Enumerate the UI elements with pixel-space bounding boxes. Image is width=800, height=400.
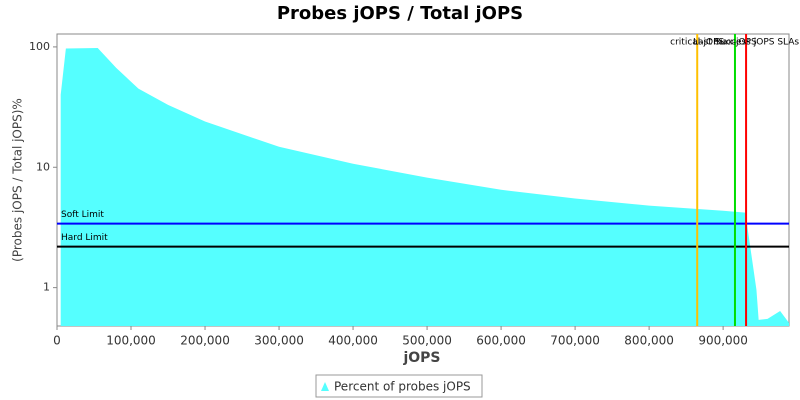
- x-tick-label: 300,000: [254, 334, 304, 348]
- x-tick-label: 900,000: [698, 334, 748, 348]
- marker-label: max-jOPS: [713, 38, 757, 48]
- limit-label: Soft Limit: [61, 210, 104, 220]
- legend-box: [315, 374, 483, 398]
- legend-label: Percent of probes jOPS: [334, 380, 471, 394]
- x-tick-label: 200,000: [180, 334, 230, 348]
- marker-label: critical-jOPS: [670, 38, 724, 48]
- x-tick-label: 400,000: [328, 334, 378, 348]
- area: [60, 47, 790, 326]
- chart-title: Probes jOPS / Total jOPS: [277, 3, 523, 24]
- legend-symbol: [321, 382, 329, 391]
- x-tick-label: 500,000: [402, 334, 452, 348]
- y-tick-label: 10: [36, 160, 50, 173]
- y-tick-label: 100: [29, 40, 50, 53]
- x-tick-label: 0: [53, 334, 61, 348]
- x-tick-label: 100,000: [106, 334, 156, 348]
- y-tick-label: 1: [43, 281, 50, 294]
- x-axis-label: jOPS: [402, 350, 440, 366]
- x-tick-label: 700,000: [550, 334, 600, 348]
- x-tick-label: 800,000: [624, 334, 674, 348]
- x-tick-label: 600,000: [476, 334, 526, 348]
- marker-label: Last Success jOPS SLAs: [693, 38, 799, 48]
- limit-label: Hard Limit: [61, 233, 108, 243]
- y-axis-label: (Probes jOPS / Total jOPS)%: [11, 98, 25, 262]
